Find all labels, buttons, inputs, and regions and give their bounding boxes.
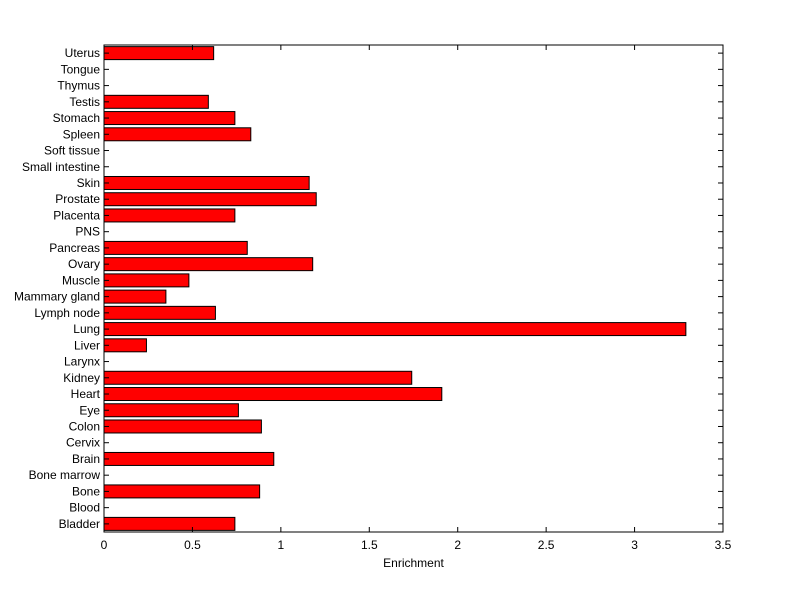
bar-stomach	[103, 111, 236, 126]
category-label-tongue: Tongue	[61, 62, 101, 76]
bar-brain	[103, 451, 275, 466]
category-label-larynx: Larynx	[64, 355, 100, 369]
category-label-thymus: Thymus	[57, 79, 100, 93]
bar-prostate	[103, 192, 317, 207]
bar-bone	[103, 484, 261, 499]
category-label-bone-marrow: Bone marrow	[29, 468, 101, 482]
category-label-lymph-node: Lymph node	[34, 306, 100, 320]
category-label-soft-tissue: Soft tissue	[44, 144, 100, 158]
category-label-liver: Liver	[74, 338, 100, 352]
bar-mammary-gland	[103, 289, 167, 304]
bar-spleen	[103, 127, 252, 142]
category-label-bone: Bone	[72, 484, 100, 498]
bar-testis	[103, 94, 209, 109]
category-label-prostate: Prostate	[55, 192, 100, 206]
category-label-placenta: Placenta	[53, 208, 100, 222]
bar-colon	[103, 419, 262, 434]
category-label-cervix: Cervix	[66, 436, 100, 450]
bar-muscle	[103, 273, 190, 288]
category-label-kidney: Kidney	[63, 371, 100, 385]
category-label-pancreas: Pancreas	[49, 241, 100, 255]
bar-liver	[103, 338, 147, 353]
category-label-blood: Blood	[69, 501, 100, 515]
bar-lung	[103, 322, 687, 337]
category-label-lung: Lung	[73, 322, 100, 336]
category-label-small-intestine: Small intestine	[22, 160, 100, 174]
category-label-bladder: Bladder	[59, 517, 100, 531]
x-tick-label: 3	[631, 538, 638, 552]
category-label-spleen: Spleen	[63, 127, 100, 141]
bar-skin	[103, 175, 310, 190]
x-tick-label: 0	[101, 538, 108, 552]
bar-pancreas	[103, 240, 248, 255]
category-label-uterus: Uterus	[65, 46, 100, 60]
category-label-stomach: Stomach	[53, 111, 100, 125]
x-tick-labels: 0 0.5 1 1.5 2 2.5 3 3.5	[101, 538, 732, 552]
category-label-pns: PNS	[75, 225, 100, 239]
x-tick-label: 1	[278, 538, 285, 552]
category-label-muscle: Muscle	[62, 273, 100, 287]
bar-bladder	[103, 516, 236, 531]
x-axis-label: Enrichment	[383, 556, 444, 570]
bar-ovary	[103, 257, 314, 272]
x-tick-label: 1.5	[361, 538, 378, 552]
category-label-colon: Colon	[69, 419, 100, 433]
category-label-skin: Skin	[77, 176, 100, 190]
bar-placenta	[103, 208, 236, 223]
bar-heart	[103, 387, 443, 402]
category-label-testis: Testis	[69, 95, 100, 109]
category-label-ovary: Ovary	[68, 257, 100, 271]
plot-area-border	[103, 44, 724, 533]
bar-uterus	[103, 46, 215, 61]
category-label-eye: Eye	[79, 403, 100, 417]
x-tick-label: 3.5	[715, 538, 732, 552]
category-label-mammary-gland: Mammary gland	[14, 290, 100, 304]
x-tick-label: 2.5	[538, 538, 555, 552]
bar-kidney	[103, 370, 413, 385]
x-tick-label: 0.5	[184, 538, 201, 552]
category-label-brain: Brain	[72, 452, 100, 466]
category-labels: Bladder Blood Bone Bone marrow Brain Cervix Co…	[14, 46, 101, 531]
category-label-heart: Heart	[71, 387, 101, 401]
bars-group	[103, 46, 687, 531]
bar-lymph-node	[103, 305, 216, 320]
bar-eye	[103, 403, 239, 418]
x-tick-label: 2	[454, 538, 461, 552]
